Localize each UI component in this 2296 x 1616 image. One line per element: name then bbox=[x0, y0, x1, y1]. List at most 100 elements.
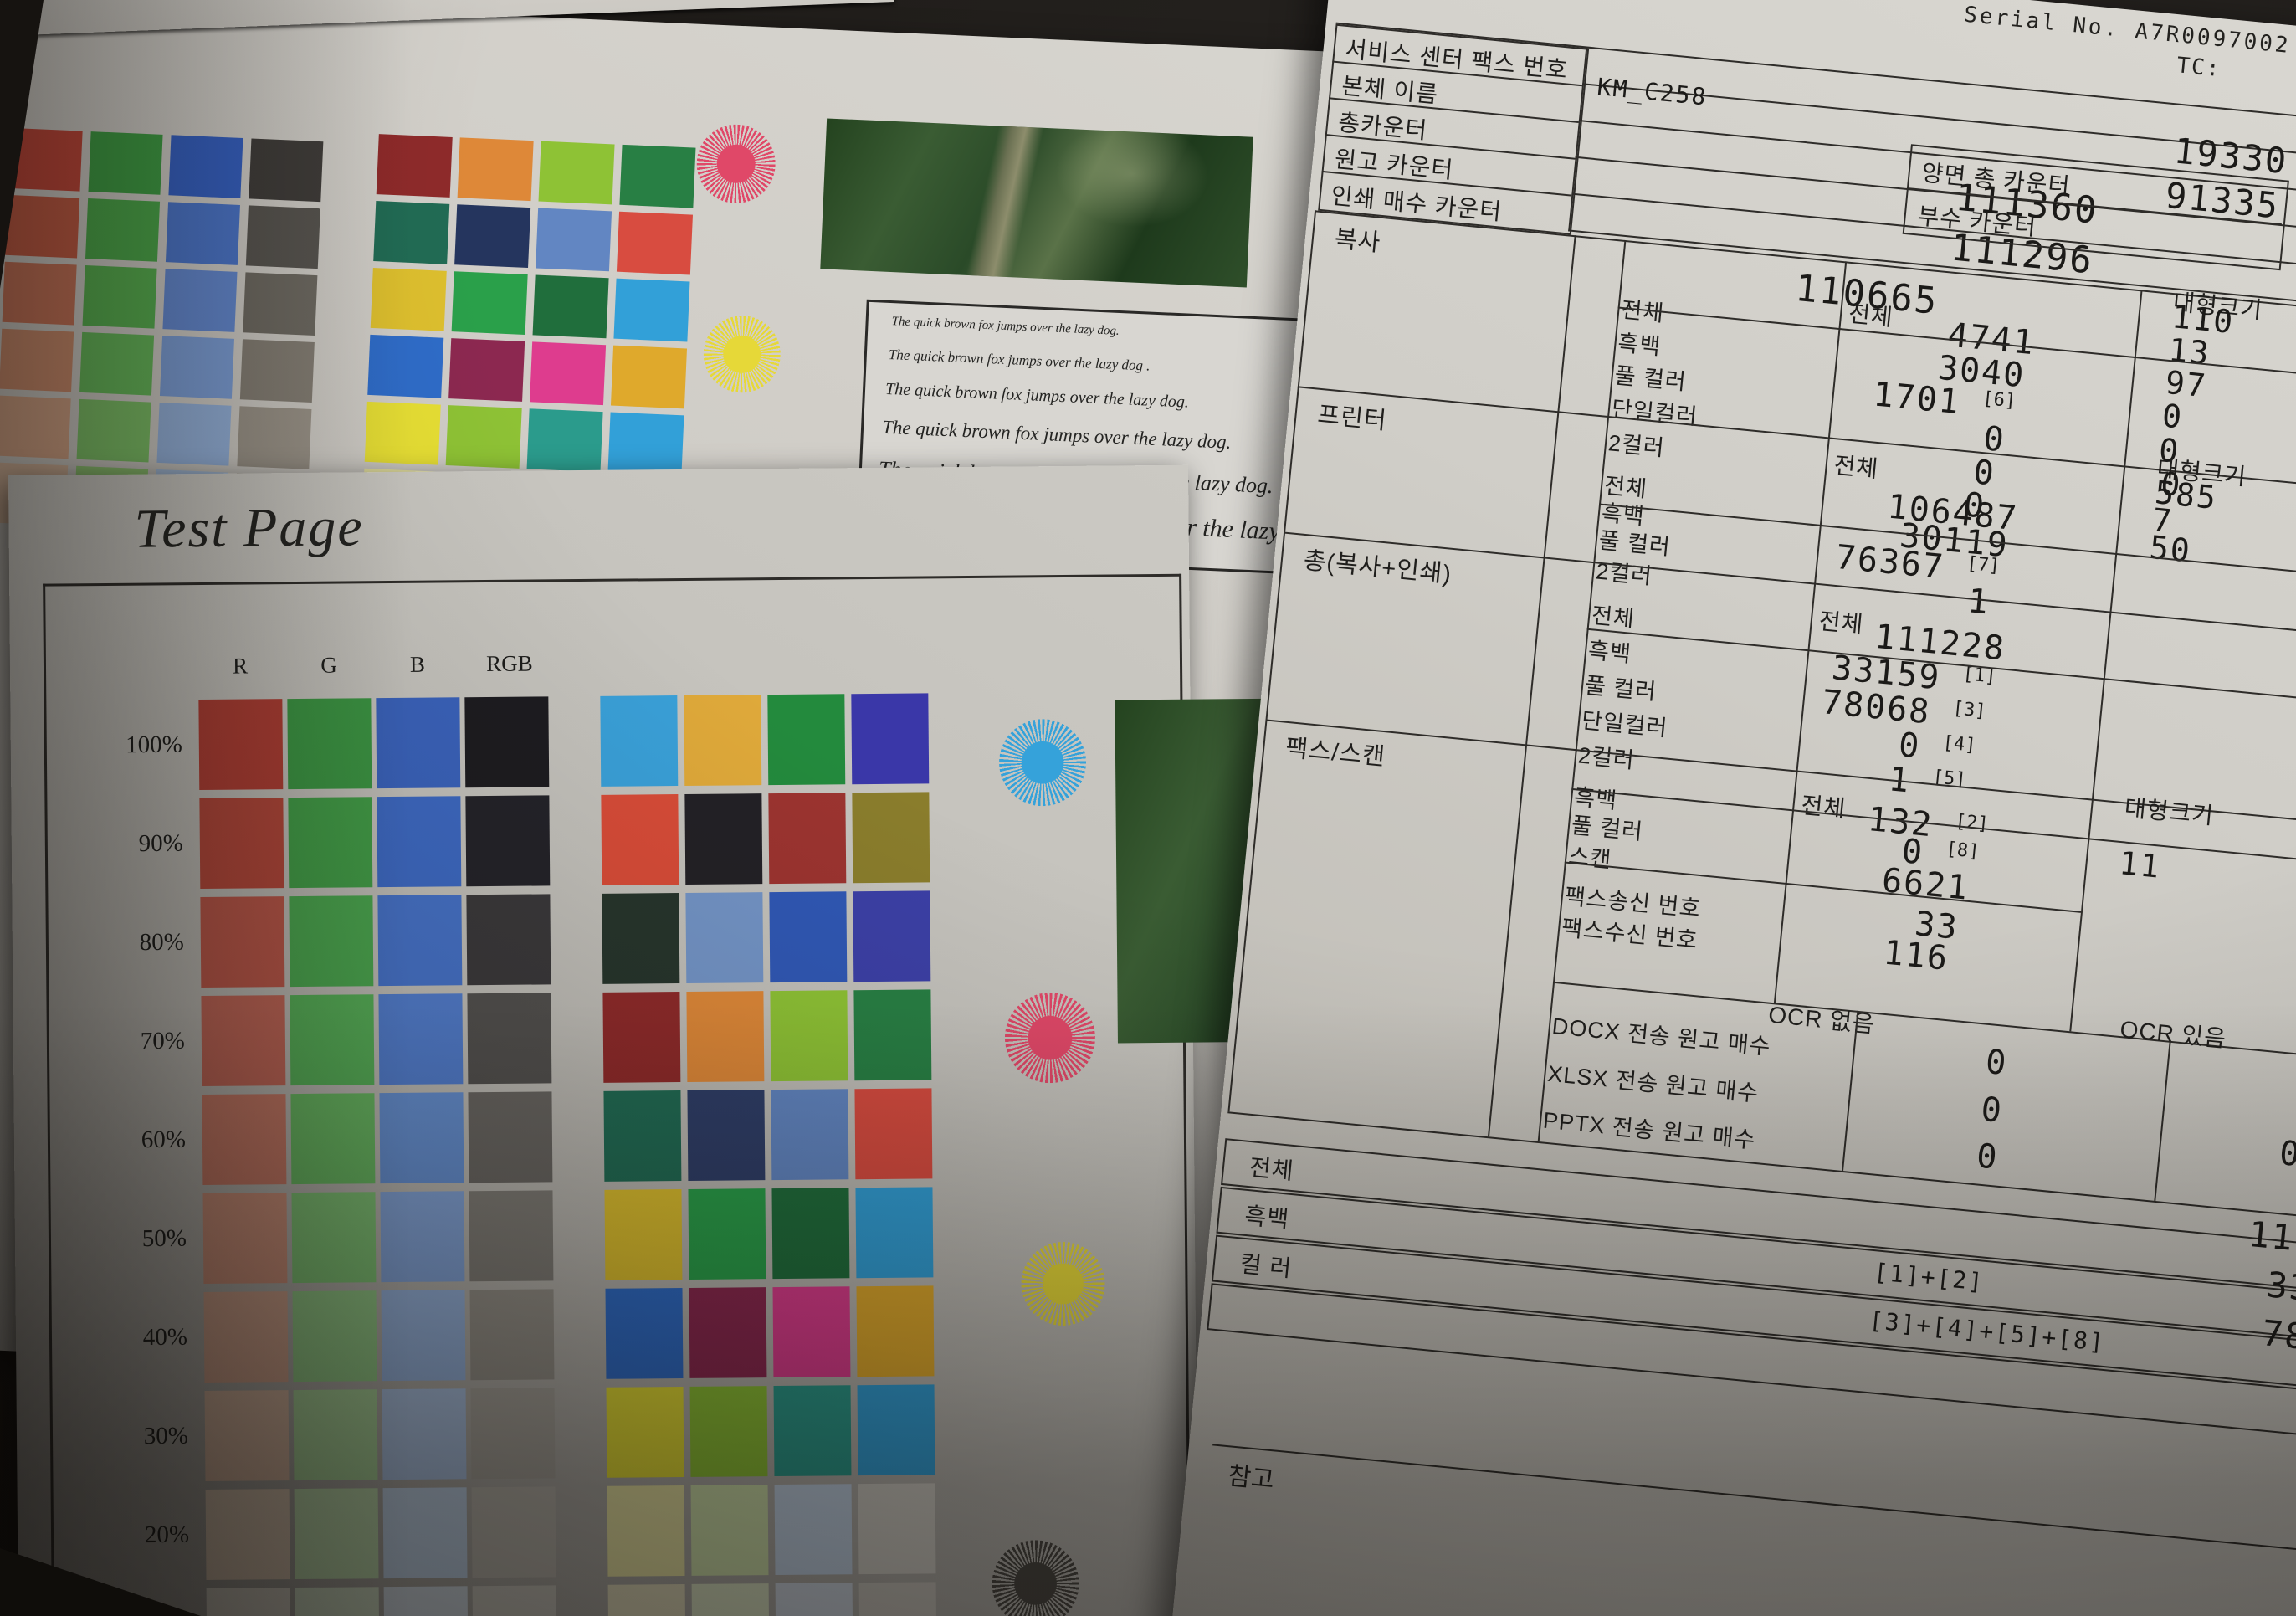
rgb-grid-cell bbox=[204, 1390, 290, 1481]
rgb-grid-cell bbox=[201, 995, 286, 1087]
rgb-grid-cell bbox=[471, 1486, 556, 1578]
summary-row-label: 흑백 bbox=[1243, 1202, 1291, 1233]
rgb-grid-cell bbox=[159, 336, 235, 399]
palette-grid-cell bbox=[857, 1384, 935, 1476]
serial-number: Serial No. A7R0097002 bbox=[1962, 2, 2292, 59]
rgb-grid-cell bbox=[202, 1094, 287, 1186]
palette-grid-cell bbox=[858, 1483, 936, 1575]
footnote-ref: [8] bbox=[1945, 839, 1981, 863]
palette-grid-cell bbox=[686, 991, 765, 1082]
ocr-row-label: DOCX 전송 원고 매수 bbox=[1550, 1013, 1772, 1060]
counter-value: 116 bbox=[1881, 933, 1951, 978]
rgb-grid-cell bbox=[203, 1291, 289, 1383]
pink-starburst bbox=[1004, 992, 1096, 1084]
fox-line: The quick brown fox jumps over the lazy … bbox=[891, 315, 1120, 338]
palette-grid-cell bbox=[855, 1187, 934, 1279]
rgb-grid-cell bbox=[469, 1289, 555, 1381]
palette-grid-cell bbox=[619, 144, 696, 208]
large-size-value: 11 bbox=[2117, 844, 2163, 885]
section-label: 복사 bbox=[1333, 225, 1382, 257]
palette-grid-cell bbox=[532, 274, 609, 339]
palette-grid-cell bbox=[605, 1288, 684, 1379]
ocr-row-label: XLSX 전송 원고 매수 bbox=[1546, 1060, 1760, 1106]
rgb-grid-cell bbox=[467, 993, 552, 1085]
large-size-value: 0 bbox=[2160, 397, 2186, 436]
section-label: 프린터 bbox=[1316, 401, 1388, 435]
col-header-large: 대형크기 bbox=[2123, 794, 2216, 829]
palette-grid-cell bbox=[448, 338, 525, 402]
rgb-grid-cell bbox=[469, 1190, 554, 1282]
chart-frame-top bbox=[43, 573, 1181, 587]
footnote-ref: [4] bbox=[1941, 732, 1977, 757]
ocr-none-value: 0 bbox=[1979, 1090, 2005, 1131]
rgb-grid-cell bbox=[85, 198, 161, 262]
palette-grid-cell bbox=[603, 1090, 682, 1182]
note-label: 참고 bbox=[1227, 1462, 1276, 1495]
footnote-ref: [7] bbox=[1965, 552, 2001, 577]
rgb-grid-cell bbox=[5, 194, 80, 259]
rgb-grid-cell bbox=[76, 398, 151, 463]
rgb-grid-cell bbox=[79, 331, 155, 396]
cyan-starburst bbox=[998, 718, 1087, 807]
col-header-total: 전체 bbox=[1800, 792, 1848, 823]
palette-grid-cell bbox=[687, 1090, 766, 1181]
palette-grid-cell bbox=[616, 211, 693, 275]
percent-label: 50% bbox=[141, 1224, 187, 1253]
palette-grid-cell bbox=[851, 693, 930, 785]
palette-grid-cell bbox=[853, 890, 931, 982]
col-header-total: 전체 bbox=[1847, 300, 1895, 331]
rgb-grid-cell bbox=[294, 1488, 379, 1580]
palette-grid-cell bbox=[852, 792, 930, 884]
palette-grid-cell bbox=[602, 893, 680, 984]
yellow-starburst bbox=[701, 314, 782, 395]
rgb-grid-cell bbox=[466, 894, 551, 986]
rgb-grid-cell bbox=[382, 1388, 467, 1480]
yellow-starburst bbox=[1021, 1241, 1105, 1326]
rgb-grid-cell bbox=[237, 406, 312, 469]
palette-grid-cell bbox=[689, 1287, 767, 1378]
counter-report-page: Serial No. A7R0097002 TC: 참고 서비스 센터 팩스 번… bbox=[1161, 0, 2296, 1616]
palette-grid-cell bbox=[370, 267, 447, 331]
percent-label: 90% bbox=[138, 829, 183, 858]
counter-row-label: 2컬러 bbox=[1594, 558, 1654, 589]
section-top-line bbox=[1283, 531, 2296, 662]
percent-label: 70% bbox=[140, 1027, 186, 1055]
palette-grid-cell bbox=[770, 990, 848, 1082]
footnote-ref: [6] bbox=[1981, 387, 2017, 413]
rgb-grid-cell bbox=[162, 269, 238, 332]
rgb-grid-cell bbox=[165, 202, 240, 265]
rgb-grid-cell bbox=[0, 395, 71, 459]
counter-row-label: 흑백 bbox=[1586, 638, 1633, 667]
palette-grid-cell bbox=[772, 1286, 851, 1378]
pink-starburst bbox=[694, 122, 777, 205]
palette-grid-cell bbox=[775, 1583, 853, 1616]
ocr-yes-value: 0 bbox=[2278, 1134, 2296, 1175]
palette-grid-cell bbox=[684, 793, 763, 885]
palette-grid-cell bbox=[367, 334, 444, 398]
rgb-grid-cell bbox=[293, 1389, 378, 1481]
palette-grid-cell bbox=[684, 695, 762, 786]
palette-grid-cell bbox=[774, 1484, 853, 1576]
rgb-grid-cell bbox=[198, 699, 284, 791]
rgb-grid-cell bbox=[2, 261, 77, 326]
palette-grid-cell bbox=[607, 1583, 686, 1616]
large-size-value: 50 bbox=[2148, 528, 2193, 570]
counter-row-label: 2컬러 bbox=[1607, 430, 1666, 461]
percent-label: 30% bbox=[143, 1422, 189, 1450]
column-label: G bbox=[320, 652, 337, 678]
palette-grid-cell bbox=[376, 134, 453, 198]
palette-grid-cell bbox=[853, 989, 932, 1081]
rgb-grid-cell bbox=[295, 1587, 380, 1616]
palette-grid-cell bbox=[604, 1189, 683, 1280]
palette-grid-cell bbox=[530, 341, 607, 406]
rgb-grid-cell bbox=[156, 403, 232, 466]
rgb-grid-cell bbox=[290, 1093, 376, 1185]
rgb-grid-cell bbox=[377, 895, 463, 987]
col-header-total: 전체 bbox=[1817, 608, 1865, 639]
rgb-grid-cell bbox=[381, 1290, 466, 1382]
palette-grid-cell bbox=[536, 208, 612, 272]
counter-row-label: 2컬러 bbox=[1576, 742, 1637, 773]
summary-row-label: 컬 러 bbox=[1238, 1250, 1294, 1282]
rgb-grid-cell bbox=[249, 138, 324, 203]
palette-grid-cell bbox=[856, 1285, 935, 1377]
